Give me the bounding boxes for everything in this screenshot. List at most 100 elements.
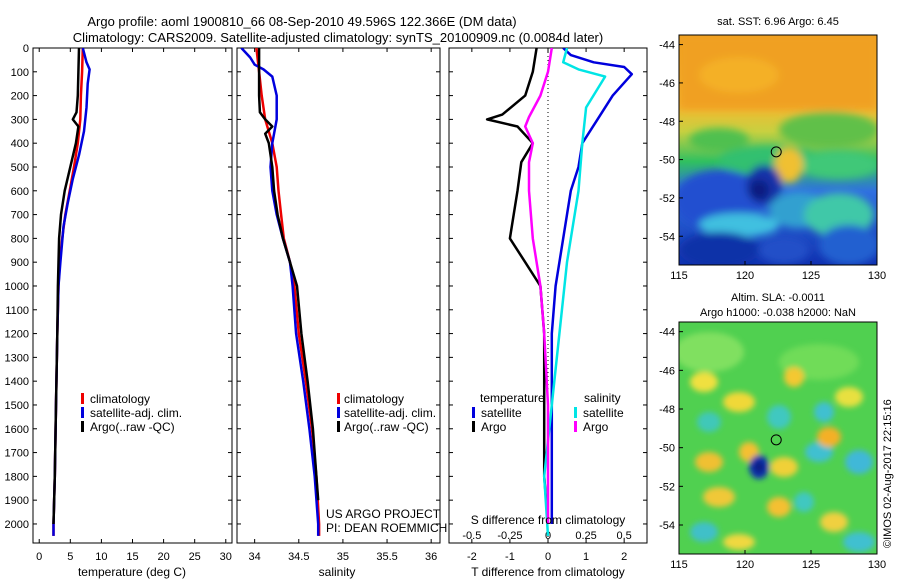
legend-swatch-satellite <box>337 407 340 418</box>
depth-tick-label: 400 <box>11 138 29 150</box>
sla-map-ticks: 115 120 125 130 -44 -46 -48 -50 -52 -54 <box>659 327 886 571</box>
lon-tick-label: 115 <box>670 559 688 571</box>
depth-tick-label: 1500 <box>5 400 29 412</box>
pi-annotation: PI: DEAN ROEMMICH <box>326 521 447 535</box>
sla-map: 115 120 125 130 -44 -46 -48 -50 -52 -54 <box>659 321 886 571</box>
x-tick-label: 15 <box>126 551 138 563</box>
series-line-satellite <box>550 48 634 524</box>
lat-tick-label: -48 <box>659 404 675 416</box>
series-line-argo <box>485 48 550 525</box>
series-line-satellite <box>542 48 607 536</box>
depth-tick-label: 0 <box>23 43 29 55</box>
depth-tick-label: 800 <box>11 233 29 245</box>
lat-tick-label: -46 <box>659 78 675 90</box>
temperature-xlabel: temperature (deg C) <box>78 565 186 579</box>
x-tick-label: 34.5 <box>288 551 309 563</box>
watermark: ©IMOS 02-Aug-2017 22:15:16 <box>882 399 894 548</box>
depth-tick-label: 1800 <box>5 471 29 483</box>
depth-tick-label: 500 <box>11 162 29 174</box>
legend-label-s-argo: Argo <box>583 420 609 434</box>
lon-tick-label: 115 <box>670 270 688 282</box>
argo-location-marker <box>770 146 782 158</box>
depth-tick-label: 1600 <box>5 424 29 436</box>
depth-tick-label: 1700 <box>5 448 29 460</box>
temperature-lines <box>52 48 91 536</box>
x-tick-label: 0 <box>36 551 42 563</box>
sst-map: 115 120 125 130 -44 -46 -48 -50 -52 -54 <box>659 34 886 282</box>
lon-tick-label: 130 <box>868 270 886 282</box>
temperature-axes <box>32 47 233 544</box>
legend-header-salinity: salinity <box>584 391 621 405</box>
lon-tick-label: 125 <box>802 270 820 282</box>
temperature-axis-ticks: 0 5 10 15 20 25 30 <box>36 48 232 563</box>
depth-tick-label: 100 <box>11 67 29 79</box>
legend-label-s-satellite: satellite <box>583 406 624 420</box>
x-tick-label: 36 <box>425 551 437 563</box>
s-diff-tick-label: 0.5 <box>617 530 632 542</box>
legend-swatch-t-argo <box>472 421 475 432</box>
lon-tick-label: 120 <box>736 270 754 282</box>
depth-tick-label: 700 <box>11 210 29 222</box>
temperature-legend: climatology satellite-adj. clim. Argo(..… <box>81 392 182 434</box>
legend-label-t-argo: Argo <box>481 420 507 434</box>
x-tick-label: -2 <box>467 551 477 563</box>
lat-tick-label: -44 <box>659 40 675 52</box>
depth-tick-label: 1900 <box>5 495 29 507</box>
legend-swatch-satellite <box>81 407 84 418</box>
series-line-satellite-adj-clim- <box>240 48 320 536</box>
legend-swatch-t-satellite <box>472 407 475 418</box>
x-tick-label: 5 <box>67 551 73 563</box>
difference-top-xlabel: S difference from climatology <box>471 513 626 527</box>
sla-map-frame <box>678 321 878 555</box>
lat-tick-label: -52 <box>659 481 675 493</box>
depth-tick-label: 200 <box>11 91 29 103</box>
depth-tick-label: 1300 <box>5 352 29 364</box>
lat-tick-label: -50 <box>659 443 675 455</box>
legend-label-climatology: climatology <box>90 392 150 406</box>
series-line-argo-raw-qc- <box>52 48 81 525</box>
sst-map-title: sat. SST: 6.96 Argo: 6.45 <box>717 16 839 28</box>
x-tick-label: 35.5 <box>376 551 397 563</box>
legend-header-temperature: temperature <box>480 391 545 405</box>
depth-axis-ticks: 0 100 200 300 400 500 600 700 800 900 1000 1100 1200… <box>5 43 647 531</box>
sla-map-title-line2: Argo h1000: -0.038 h2000: NaN <box>700 307 856 319</box>
lat-tick-label: -54 <box>659 231 675 243</box>
depth-tick-label: 300 <box>11 114 29 126</box>
difference-legend: temperature salinity satellite Argo sate… <box>472 391 624 434</box>
depth-tick-label: 1200 <box>5 329 29 341</box>
s-diff-tick-label: -0.25 <box>497 530 522 542</box>
x-tick-label: 30 <box>220 551 232 563</box>
lat-tick-label: -48 <box>659 116 675 128</box>
depth-tick-label: 900 <box>11 257 29 269</box>
salinity-axes <box>236 47 441 544</box>
legend-label-t-satellite: satellite <box>481 406 522 420</box>
legend-label-argo: Argo(..raw -QC) <box>90 420 175 434</box>
argo-location-marker <box>770 434 782 446</box>
x-tick-label: -1 <box>505 551 515 563</box>
x-tick-label: 0 <box>545 551 551 563</box>
x-tick-label: 34 <box>249 551 261 563</box>
salinity-xlabel: salinity <box>319 565 356 579</box>
lat-tick-label: -52 <box>659 193 675 205</box>
legend-swatch-climatology <box>81 393 84 404</box>
lat-tick-label: -44 <box>659 327 675 339</box>
legend-label-climatology: climatology <box>344 392 404 406</box>
legend-swatch-s-argo <box>574 421 577 432</box>
sst-map-ticks: 115 120 125 130 -44 -46 -48 -50 -52 -54 <box>659 40 886 282</box>
salinity-legend: climatology satellite-adj. clim. Argo(..… <box>326 392 447 535</box>
lat-tick-label: -46 <box>659 365 675 377</box>
difference-xlabel: T difference from climatology <box>471 565 625 579</box>
x-tick-label: 35 <box>337 551 349 563</box>
x-tick-label: 25 <box>189 551 201 563</box>
s-diff-tick-label: 0.25 <box>575 530 596 542</box>
sla-map-title-line1: Altim. SLA: -0.0011 <box>731 292 825 304</box>
lat-tick-label: -50 <box>659 155 675 167</box>
lat-tick-label: -54 <box>659 520 675 532</box>
figure-title-line1: Argo profile: aoml 1900810_66 08-Sep-201… <box>87 14 516 29</box>
depth-tick-label: 2000 <box>5 519 29 531</box>
salinity-lines <box>240 48 321 536</box>
depth-tick-label: 600 <box>11 186 29 198</box>
legend-label-satellite: satellite-adj. clim. <box>90 406 182 420</box>
legend-swatch-climatology <box>337 393 340 404</box>
